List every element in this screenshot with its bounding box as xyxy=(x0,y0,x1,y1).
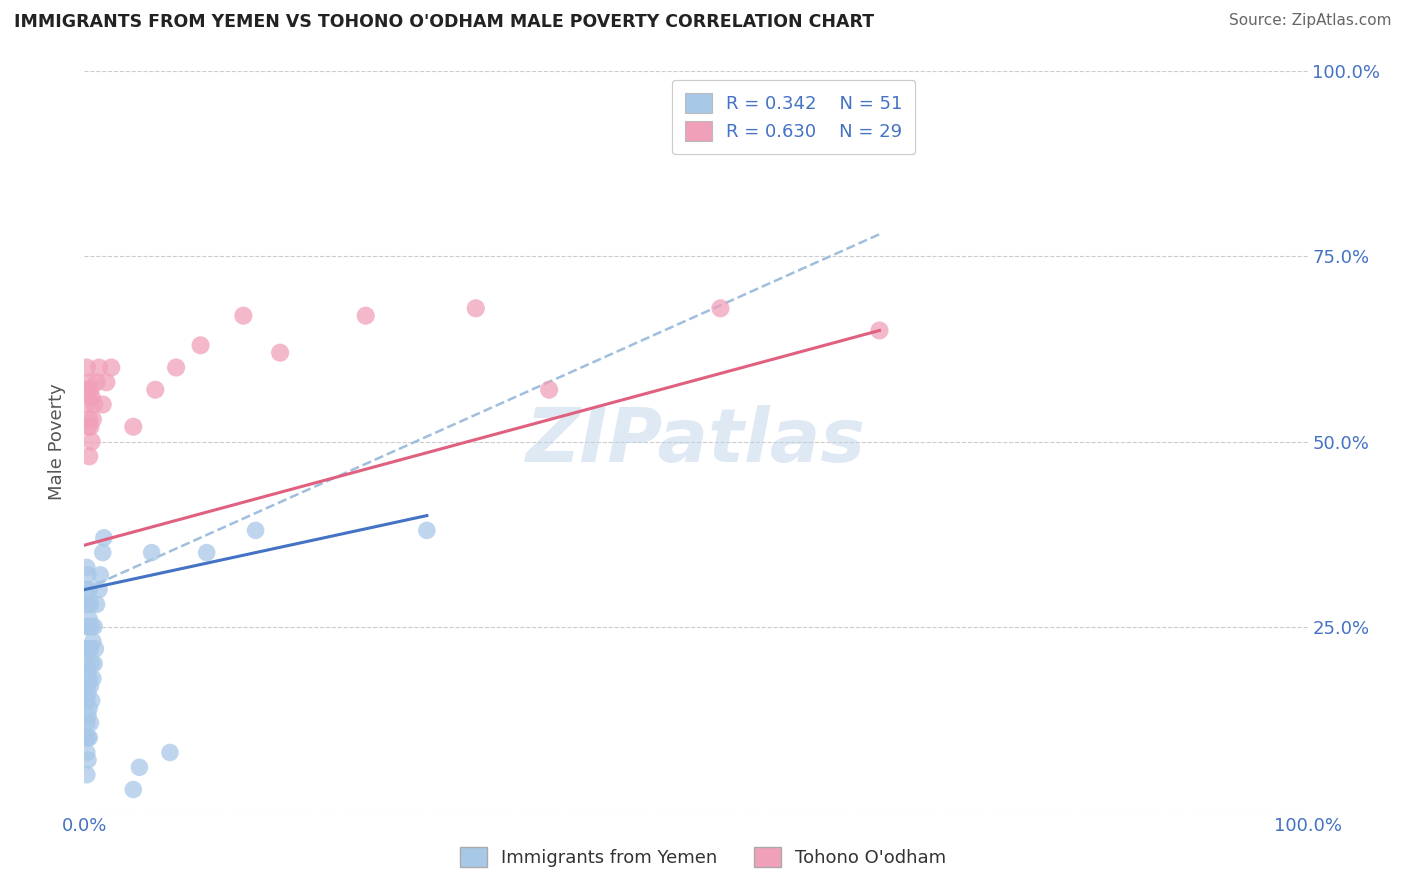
Text: ZIPatlas: ZIPatlas xyxy=(526,405,866,478)
Point xyxy=(82,634,104,648)
Point xyxy=(165,360,187,375)
Point xyxy=(80,657,103,671)
Point xyxy=(76,694,98,708)
Point xyxy=(100,360,122,375)
Legend: Immigrants from Yemen, Tohono O'odham: Immigrants from Yemen, Tohono O'odham xyxy=(453,839,953,874)
Point xyxy=(91,546,114,560)
Point xyxy=(77,582,100,597)
Point xyxy=(77,701,100,715)
Point xyxy=(83,398,105,412)
Point xyxy=(76,679,98,693)
Point xyxy=(86,376,108,390)
Point xyxy=(82,412,104,426)
Point xyxy=(77,619,100,633)
Point xyxy=(76,619,98,633)
Point xyxy=(80,390,103,404)
Point xyxy=(96,376,118,390)
Point xyxy=(87,360,110,375)
Point xyxy=(77,708,100,723)
Point xyxy=(77,672,100,686)
Point xyxy=(80,434,103,449)
Point xyxy=(245,524,267,538)
Y-axis label: Male Poverty: Male Poverty xyxy=(48,384,66,500)
Point xyxy=(76,398,98,412)
Legend: R = 0.342    N = 51, R = 0.630    N = 29: R = 0.342 N = 51, R = 0.630 N = 29 xyxy=(672,80,915,153)
Point xyxy=(79,383,101,397)
Point xyxy=(91,398,114,412)
Point xyxy=(82,672,104,686)
Point xyxy=(77,412,100,426)
Point xyxy=(84,641,107,656)
Point xyxy=(159,746,181,760)
Point xyxy=(87,582,110,597)
Text: Source: ZipAtlas.com: Source: ZipAtlas.com xyxy=(1229,13,1392,29)
Point xyxy=(93,531,115,545)
Point xyxy=(89,567,111,582)
Point xyxy=(80,619,103,633)
Point xyxy=(416,524,439,538)
Point xyxy=(79,679,101,693)
Point xyxy=(232,309,254,323)
Point xyxy=(86,598,108,612)
Point xyxy=(77,753,100,767)
Point xyxy=(79,715,101,730)
Point xyxy=(269,345,291,359)
Point xyxy=(128,760,150,774)
Point xyxy=(709,301,731,316)
Point xyxy=(77,598,100,612)
Point xyxy=(77,567,100,582)
Point xyxy=(77,641,100,656)
Point xyxy=(76,746,98,760)
Point xyxy=(77,383,100,397)
Point xyxy=(77,419,100,434)
Point xyxy=(122,782,145,797)
Point xyxy=(354,309,377,323)
Point xyxy=(77,731,100,745)
Point xyxy=(77,731,100,745)
Point xyxy=(76,715,98,730)
Point xyxy=(77,664,100,678)
Point xyxy=(76,560,98,574)
Point xyxy=(76,582,98,597)
Point xyxy=(76,360,98,375)
Point xyxy=(77,612,100,626)
Point xyxy=(77,641,100,656)
Text: IMMIGRANTS FROM YEMEN VS TOHONO O'ODHAM MALE POVERTY CORRELATION CHART: IMMIGRANTS FROM YEMEN VS TOHONO O'ODHAM … xyxy=(14,13,875,31)
Point xyxy=(77,376,100,390)
Point xyxy=(76,641,98,656)
Point xyxy=(76,767,98,781)
Point xyxy=(195,546,218,560)
Point xyxy=(79,419,101,434)
Point xyxy=(869,324,891,338)
Point xyxy=(143,383,166,397)
Point xyxy=(83,657,105,671)
Point xyxy=(141,546,163,560)
Point xyxy=(77,686,100,700)
Point xyxy=(76,657,98,671)
Point xyxy=(80,694,103,708)
Point xyxy=(464,301,486,316)
Point xyxy=(79,598,101,612)
Point xyxy=(122,419,145,434)
Point xyxy=(79,641,101,656)
Point xyxy=(190,338,212,352)
Point xyxy=(76,731,98,745)
Point xyxy=(77,450,100,464)
Point xyxy=(538,383,561,397)
Point xyxy=(83,619,105,633)
Point xyxy=(76,598,98,612)
